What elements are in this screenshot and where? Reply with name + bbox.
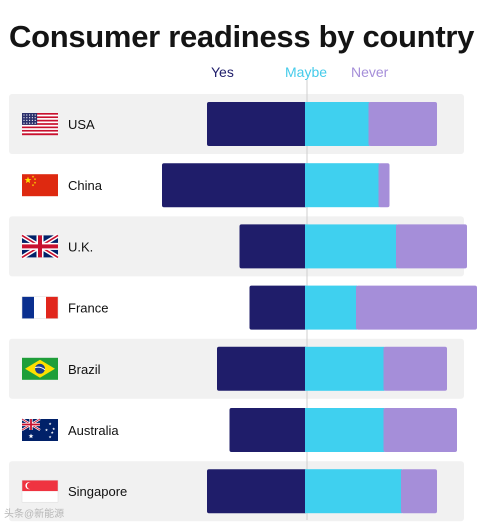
bar-maybe — [305, 285, 357, 330]
bar-maybe — [305, 224, 397, 269]
country-label: China — [68, 178, 103, 193]
bar-row-uk: U.K. — [20, 224, 467, 269]
flag-brazil-icon — [22, 357, 58, 380]
bar-never — [396, 224, 467, 269]
bar-maybe — [305, 163, 380, 208]
legend-never-label: Never — [351, 64, 389, 80]
bar-yes — [207, 469, 307, 514]
bar-yes — [217, 346, 307, 391]
country-label: Brazil — [68, 362, 101, 377]
country-label: France — [68, 301, 108, 316]
bar-row-australia: Australia — [21, 408, 457, 452]
flag-france-icon — [21, 296, 59, 319]
bar-never — [368, 102, 437, 146]
legend-maybe-label: Maybe — [285, 64, 328, 80]
bar-never — [401, 469, 437, 514]
bar-yes — [239, 224, 307, 269]
bar-row-singapore: Singapore — [21, 469, 437, 514]
country-label: USA — [68, 117, 95, 132]
legend-yes-label: Yes — [211, 64, 234, 80]
bar-row-brazil: Brazil — [22, 346, 447, 391]
bar-yes — [249, 285, 307, 330]
bar-never — [378, 163, 390, 208]
bar-never — [383, 346, 447, 391]
bar-maybe — [305, 408, 385, 452]
bar-row-china: China — [22, 163, 390, 208]
flag-australia-icon — [21, 418, 58, 441]
flag-usa-icon — [22, 113, 58, 136]
bar-row-usa: USA — [22, 102, 437, 146]
bar-maybe — [305, 102, 370, 146]
flag-china-icon — [22, 174, 58, 197]
bar-yes — [162, 163, 307, 208]
chart-title: Consumer readiness by country — [9, 19, 475, 54]
flag-uk-icon — [20, 233, 60, 260]
bar-row-france: France — [21, 285, 477, 330]
bar-yes — [207, 102, 307, 146]
bar-never — [383, 408, 457, 452]
watermark-text: 头条@新能源 — [4, 509, 65, 520]
country-label: U.K. — [68, 239, 93, 254]
bar-maybe — [305, 346, 385, 391]
country-label: Australia — [68, 423, 119, 438]
country-label: Singapore — [68, 484, 127, 499]
flag-singapore-icon — [21, 479, 59, 503]
bar-yes — [229, 408, 307, 452]
bar-never — [356, 285, 477, 330]
bar-maybe — [305, 469, 402, 514]
